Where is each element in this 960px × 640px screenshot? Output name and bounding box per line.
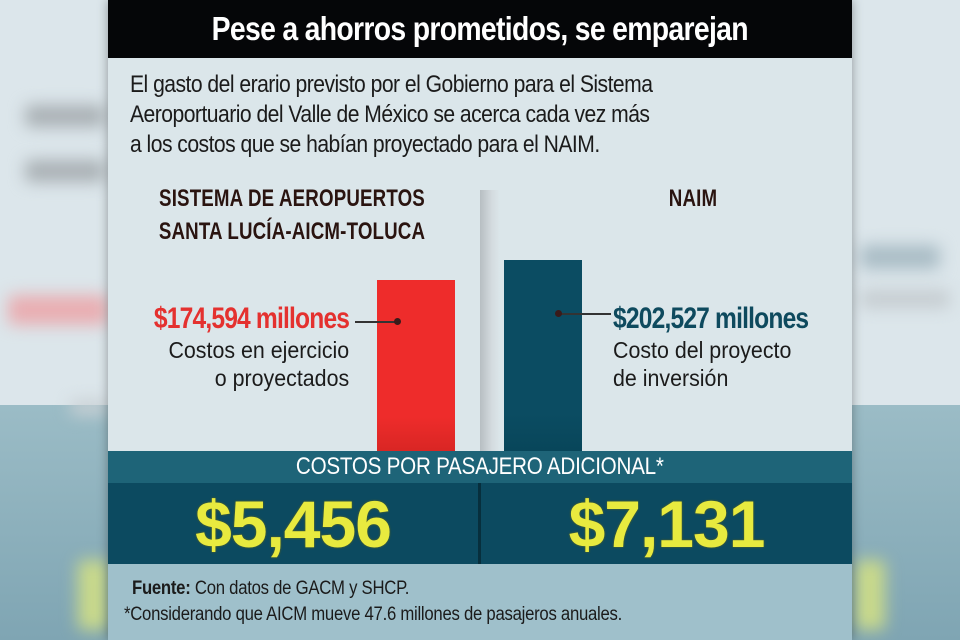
right-leader-dot <box>555 310 562 317</box>
center-divider-pillar <box>480 190 500 452</box>
heading-line: SISTEMA DE AEROPUERTOS <box>159 185 425 212</box>
per-passenger-values: $5,456 $7,131 <box>108 483 852 564</box>
left-value-label: $174,594 millones Costos en ejercicio o … <box>111 302 350 392</box>
right-desc-line: Costo del proyecto <box>613 337 792 363</box>
per-passenger-heading-text: COSTOS POR PASAJERO ADICIONAL* <box>296 453 664 480</box>
infographic-panel: Pese a ahorros prometidos, se emparejan … <box>108 0 852 640</box>
footer: Fuente: Con datos de GACM y SHCP. *Consi… <box>108 564 852 640</box>
title-bar: Pese a ahorros prometidos, se emparejan <box>108 0 852 58</box>
per-passenger-left: $5,456 <box>108 483 481 564</box>
bar-sistema-aeropuertos <box>377 280 455 451</box>
left-leader-line <box>355 321 399 323</box>
intro-line: a los costos que se habían proyectado pa… <box>130 131 600 158</box>
right-desc-line: de inversión <box>613 365 729 391</box>
heading-line: NAIM <box>668 185 718 212</box>
bar-naim <box>504 260 582 451</box>
source-line: Fuente: Con datos de GACM y SHCP. <box>132 576 766 602</box>
left-desc-line: o proyectados <box>214 365 349 391</box>
footnote: *Considerando que AICM mueve 47.6 millon… <box>124 604 623 625</box>
source-label: Fuente: <box>132 578 191 599</box>
left-column-heading: SISTEMA DE AEROPUERTOS SANTA LUCÍA-AICM-… <box>108 182 476 248</box>
left-desc-line: Costos en ejercicio <box>168 337 349 363</box>
intro-text: El gasto del erario previsto por el Gobi… <box>130 70 830 160</box>
intro-line: Aeroportuario del Valle de México se ace… <box>130 101 650 128</box>
left-amount: $174,594 millones <box>153 302 350 335</box>
right-leader-line <box>559 313 611 315</box>
per-passenger-right-value: $7,131 <box>568 486 766 561</box>
left-leader-dot <box>394 318 401 325</box>
heading-line: SANTA LUCÍA-AICM-TOLUCA <box>158 218 426 245</box>
per-passenger-right: $7,131 <box>481 483 852 564</box>
page-title: Pese a ahorros prometidos, se emparejan <box>211 10 749 47</box>
right-amount: $202,527 millones <box>613 302 809 335</box>
right-column-heading: NAIM <box>578 182 808 215</box>
right-value-label: $202,527 millones Costo del proyecto de … <box>613 302 851 392</box>
per-passenger-heading: COSTOS POR PASAJERO ADICIONAL* <box>108 451 852 483</box>
per-passenger-left-value: $5,456 <box>195 486 392 561</box>
intro-line: El gasto del erario previsto por el Gobi… <box>130 71 653 98</box>
source-text: Con datos de GACM y SHCP. <box>190 578 410 599</box>
